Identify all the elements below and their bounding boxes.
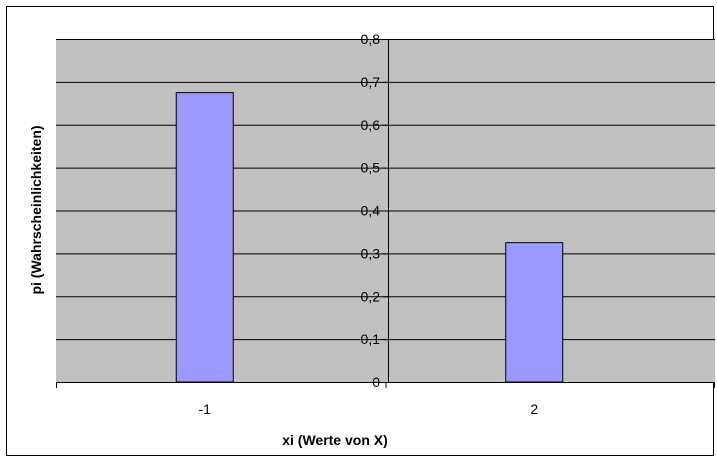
y-tick-label: 0,7	[361, 74, 381, 90]
x-tick-labels: -1 2	[199, 401, 539, 417]
bar-chart: 0 0,1 0,2 0,3 0,4 0,5 0,6 0,7 0,8 -1 2 xi (Werte …	[28, 31, 715, 448]
y-tick-label: 0,1	[361, 331, 381, 347]
bars	[175, 92, 564, 383]
y-tick-label: 0,3	[361, 245, 381, 261]
y-axis-title: pi (Wahrscheinlichkeiten)	[28, 125, 44, 294]
bar--1	[175, 92, 234, 383]
y-tick-label: 0,8	[361, 31, 381, 47]
bar-2	[505, 242, 564, 383]
y-tick-labels: 0 0,1 0,2 0,3 0,4 0,5 0,6 0,7 0,8	[361, 31, 381, 390]
x-axis-title: xi (Werte von X)	[282, 432, 388, 448]
x-tick-label: 2	[530, 401, 538, 417]
y-tick-label: 0,6	[361, 117, 381, 133]
y-tick-label: 0,2	[361, 288, 381, 304]
y-tick-label: 0	[372, 374, 380, 390]
chart-frame: 0 0,1 0,2 0,3 0,4 0,5 0,6 0,7 0,8 -1 2 xi (Werte …	[6, 6, 715, 456]
y-tick-label: 0,4	[361, 203, 381, 219]
axes	[56, 39, 715, 388]
y-tick-label: 0,5	[361, 160, 381, 176]
x-tick-label: -1	[199, 401, 212, 417]
